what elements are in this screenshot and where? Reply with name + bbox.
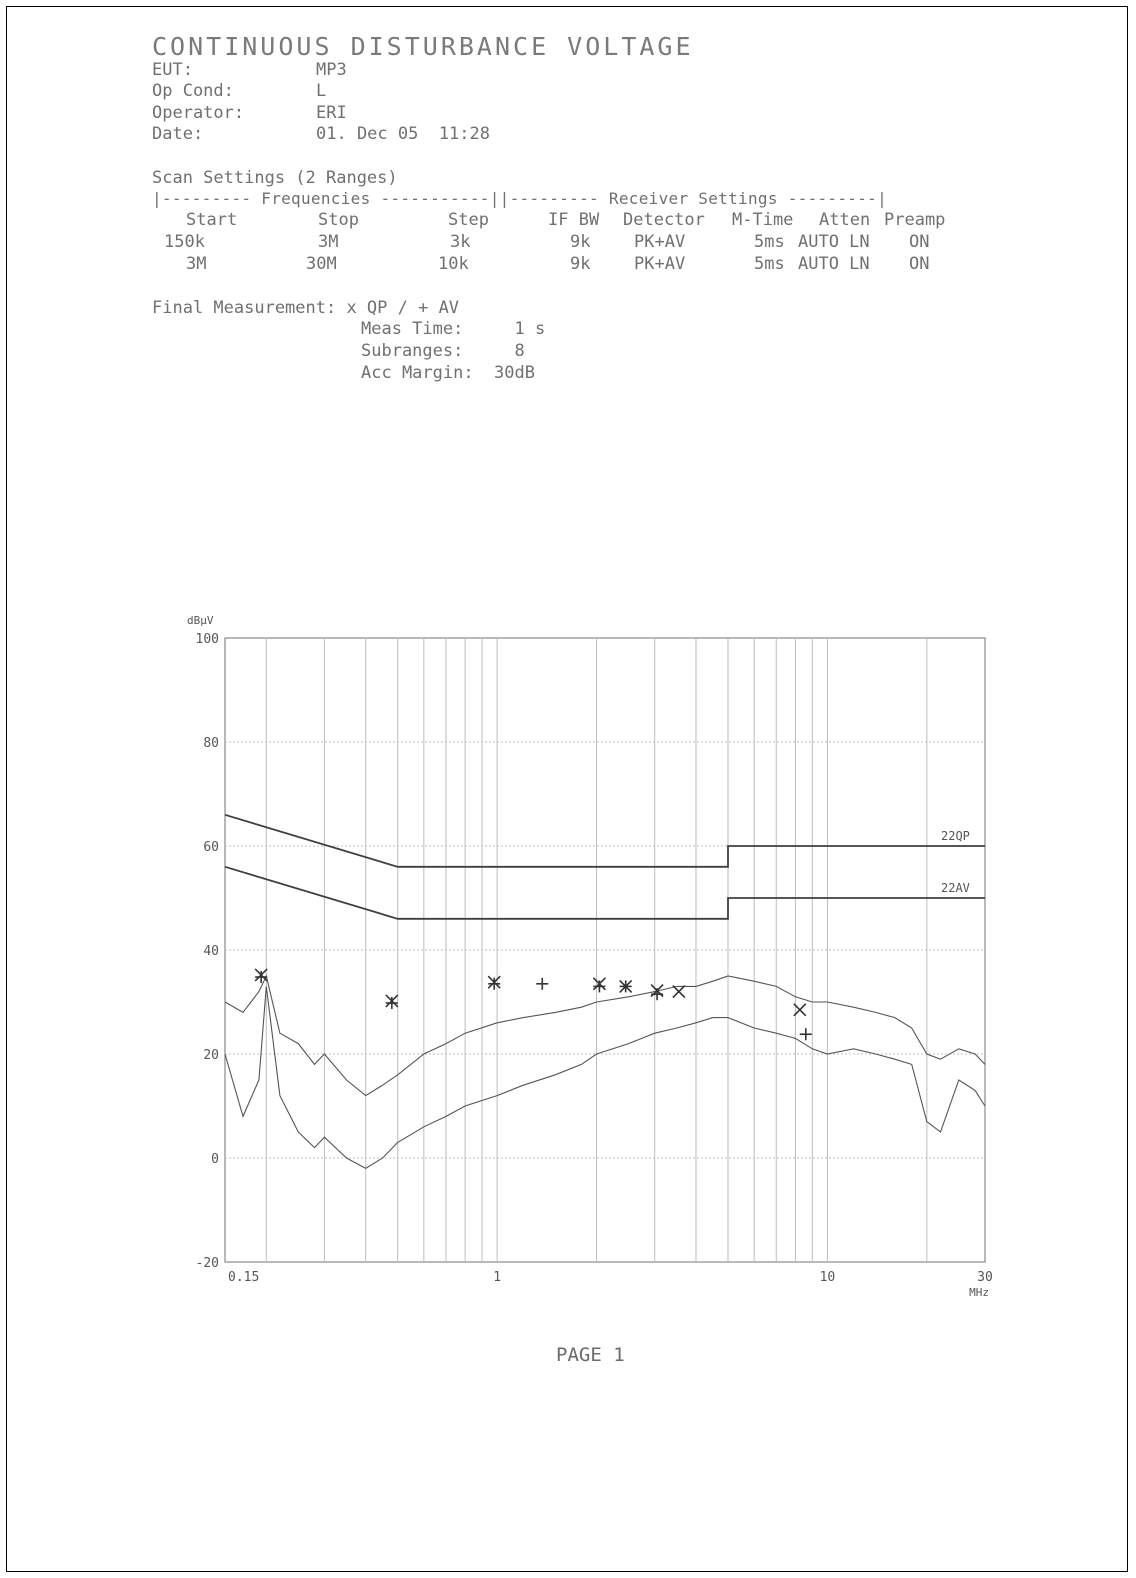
date-label: Date: [152,124,204,144]
av-marker [488,977,501,990]
x-tick-label: 30 [977,1270,993,1285]
range2-atten: AUTO LN [798,254,870,274]
y-tick-label: -20 [196,1256,219,1271]
av-marker [651,988,664,1001]
acc-margin: Acc Margin: 30dB [361,363,535,383]
range1-preamp: ON [909,232,930,252]
average-trace [224,986,986,1170]
range2-stop: 30M [306,254,337,274]
y-tick-label: 0 [211,1152,219,1167]
x-tick-label: 10 [820,1270,836,1285]
range1-stop: 3M [318,232,339,252]
subranges: Subranges: 8 [361,341,525,361]
scan-settings-title: Scan Settings (2 Ranges) [152,168,398,188]
av-marker [255,971,268,984]
col-atten: Atten [819,210,871,230]
qp-marker [672,985,686,999]
col-step: Step [448,210,489,230]
x-unit-label: MHz [969,1286,989,1299]
page-frame [6,6,1128,1572]
report-title: CONTINUOUS DISTURBANCE VOLTAGE [152,32,694,61]
page-number: PAGE 1 [556,1344,625,1366]
range1-m-time: 5ms [754,232,785,252]
y-tick-label: 20 [203,1048,219,1063]
date-value: 01. Dec 05 11:28 [316,124,490,144]
meas-time: Meas Time: 1 s [361,319,546,339]
range1-start: 150k [164,232,205,252]
range1-if-bw: 9k [570,232,591,252]
col-if-bw: IF BW [548,210,600,230]
av-marker [619,980,632,993]
op-cond-value: L [316,81,327,101]
x-tick-label: 0.15 [228,1270,259,1285]
col-stop: Stop [318,210,359,230]
final-measurement: Final Measurement: x QP / + AV [152,298,460,318]
range2-detector: PK+AV [634,254,686,274]
limit-line-22AV [224,865,985,920]
av-marker [593,980,606,993]
y-tick-label: 100 [196,632,219,647]
y-tick-label: 40 [203,944,219,959]
limit-label-22AV: 22AV [941,881,970,895]
operator-label: Operator: [152,103,245,123]
col-m-time: M-Time [732,210,794,230]
peak-trace [224,974,986,1097]
limit-label-22QP: 22QP [941,829,970,843]
y-tick-label: 80 [203,736,219,751]
eut-value: MP3 [316,60,347,80]
qp-marker [793,1003,807,1017]
limit-line-22QP [224,813,985,868]
y-tick-label: 60 [203,840,219,855]
col-start: Start [186,210,238,230]
range2-preamp: ON [909,254,930,274]
x-tick-label: 1 [493,1270,501,1285]
eut-label: EUT: [152,60,193,80]
range1-detector: PK+AV [634,232,686,252]
range2-m-time: 5ms [754,254,785,274]
range2-step: 10k [438,254,469,274]
av-marker [536,977,549,990]
range2-if-bw: 9k [570,254,591,274]
operator-value: ERI [316,103,347,123]
av-marker [385,997,398,1010]
col-detector: Detector [623,210,705,230]
frequencies-header: |--------- Frequencies -----------||----… [152,189,888,208]
range2-start: 3M [186,254,207,274]
y-unit-label: dBµV [187,614,214,627]
col-preamp: Preamp [884,210,946,230]
av-marker [799,1028,812,1041]
range1-atten: AUTO LN [798,232,870,252]
op-cond-label: Op Cond: [152,81,234,101]
range1-step: 3k [450,232,471,252]
